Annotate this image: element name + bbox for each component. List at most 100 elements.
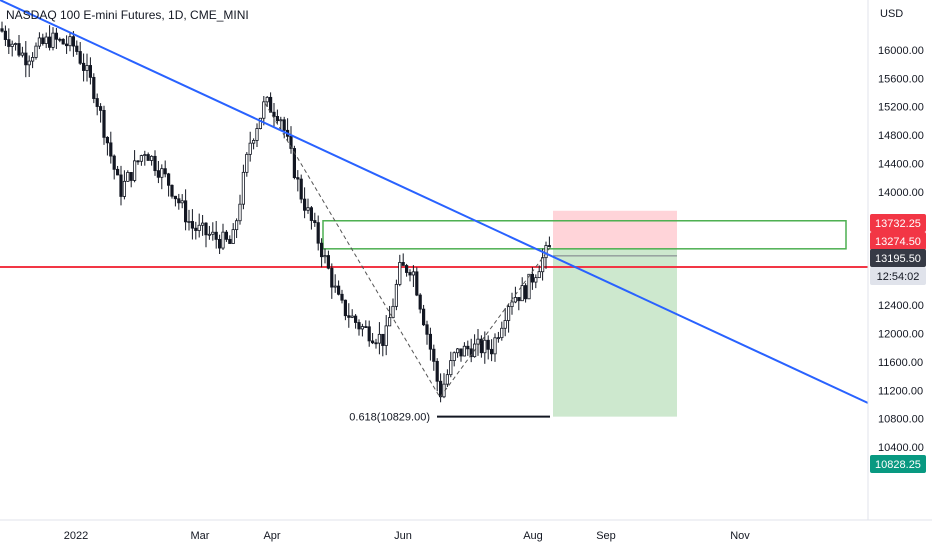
y-tick-label: 12400.00 — [878, 300, 924, 312]
candle-body — [398, 262, 402, 285]
candle-body — [78, 51, 82, 64]
candle-body — [350, 315, 354, 318]
candle-body — [524, 285, 528, 300]
candle-body — [455, 348, 460, 354]
y-tick-label: 11600.00 — [878, 357, 923, 369]
candle-body — [282, 119, 286, 131]
x-tick-label: Nov — [730, 530, 750, 542]
candle-body — [156, 170, 160, 178]
candle-body — [384, 325, 388, 346]
candle-body — [547, 245, 552, 247]
candle-body — [48, 36, 52, 48]
candle-body — [527, 273, 531, 300]
candle-body — [462, 345, 467, 357]
candle-body — [387, 317, 392, 327]
candle-body — [513, 297, 518, 303]
candle-body — [367, 326, 371, 342]
price-badge — [870, 249, 926, 267]
candle-body — [95, 98, 99, 107]
resistance-zone — [322, 220, 847, 250]
candle-body — [105, 136, 109, 144]
x-tick-label: Apr — [263, 530, 280, 542]
candle-body — [139, 155, 143, 162]
candle-body — [258, 117, 263, 129]
candle-body — [13, 43, 18, 45]
price-axis: 10400.00 10800.00 11200.00 11600.00 12000.00… — [867, 0, 924, 520]
dashed-zigzag-line — [264, 102, 553, 399]
candle-body — [275, 116, 280, 122]
price-badge-label: 13274.50 — [875, 236, 921, 248]
candle-body — [530, 273, 535, 283]
candle-body — [34, 45, 38, 58]
candle-body — [136, 160, 140, 163]
candle-body — [204, 222, 208, 236]
candle-body — [27, 60, 31, 66]
x-tick-label: Jun — [394, 530, 412, 542]
candle-body — [360, 326, 365, 330]
candle-body — [537, 271, 541, 279]
candle-body — [149, 155, 154, 161]
candle-body — [323, 255, 327, 258]
candle-body — [183, 200, 188, 223]
candle-body — [479, 338, 484, 354]
candle-body — [306, 207, 310, 211]
candle-body — [217, 238, 222, 249]
candle-body — [493, 337, 497, 355]
candle-body — [132, 160, 137, 181]
candle-body — [326, 255, 331, 269]
candle-body — [65, 43, 69, 47]
candle-body — [190, 221, 194, 229]
currency-label: USD — [880, 8, 904, 20]
y-tick-label: 14800.00 — [878, 130, 924, 142]
candle-body — [466, 345, 470, 350]
candle-body — [425, 324, 429, 335]
candle-body — [476, 338, 480, 345]
y-tick-label: 10800.00 — [878, 414, 924, 426]
candle-body — [10, 43, 14, 47]
x-tick-label: Sep — [596, 530, 616, 542]
candle-body — [224, 231, 228, 240]
candle-body — [180, 200, 184, 204]
zigzag-dashed-path — [264, 102, 553, 399]
candle-body — [30, 57, 35, 62]
y-tick-label: 12000.00 — [878, 329, 924, 341]
stop-loss-zone — [553, 210, 677, 249]
zone-rectangle — [322, 220, 847, 250]
candle-body — [381, 333, 385, 346]
candle-body — [173, 195, 177, 200]
candle-body — [3, 30, 7, 40]
candle-body — [221, 231, 225, 249]
candle-body — [302, 198, 307, 211]
candle-body — [160, 168, 164, 178]
candle-body — [445, 374, 450, 385]
y-tick-label: 14400.00 — [878, 158, 924, 170]
y-tick-label: 15600.00 — [878, 73, 924, 85]
price-badge — [870, 267, 926, 285]
y-tick-label: 16000.00 — [878, 45, 924, 57]
price-badge — [870, 214, 926, 232]
candle-body — [404, 265, 409, 273]
candle-body — [418, 294, 422, 310]
candlestick-series — [0, 21, 552, 403]
candle-body — [24, 52, 28, 66]
candle-body — [170, 184, 174, 197]
candle-body — [211, 231, 215, 235]
symbol-title[interactable]: NASDAQ 100 E-mini Futures, 1D, CME_MINI — [6, 8, 249, 22]
candle-body — [82, 62, 86, 71]
candle-body — [438, 380, 443, 398]
candle-body — [411, 271, 416, 276]
candle-body — [37, 37, 42, 47]
candle-body — [88, 65, 92, 78]
candle-body — [483, 339, 487, 354]
candle-body — [112, 155, 116, 170]
candle-body — [309, 207, 314, 221]
candle-body — [415, 271, 419, 296]
candle-body — [506, 306, 511, 321]
candle-body — [336, 285, 341, 295]
fibonacci-level: 0.618(10829.00) — [349, 412, 550, 424]
x-tick-label: Mar — [191, 530, 210, 542]
candle-body — [428, 333, 433, 350]
candle-body — [109, 142, 113, 157]
